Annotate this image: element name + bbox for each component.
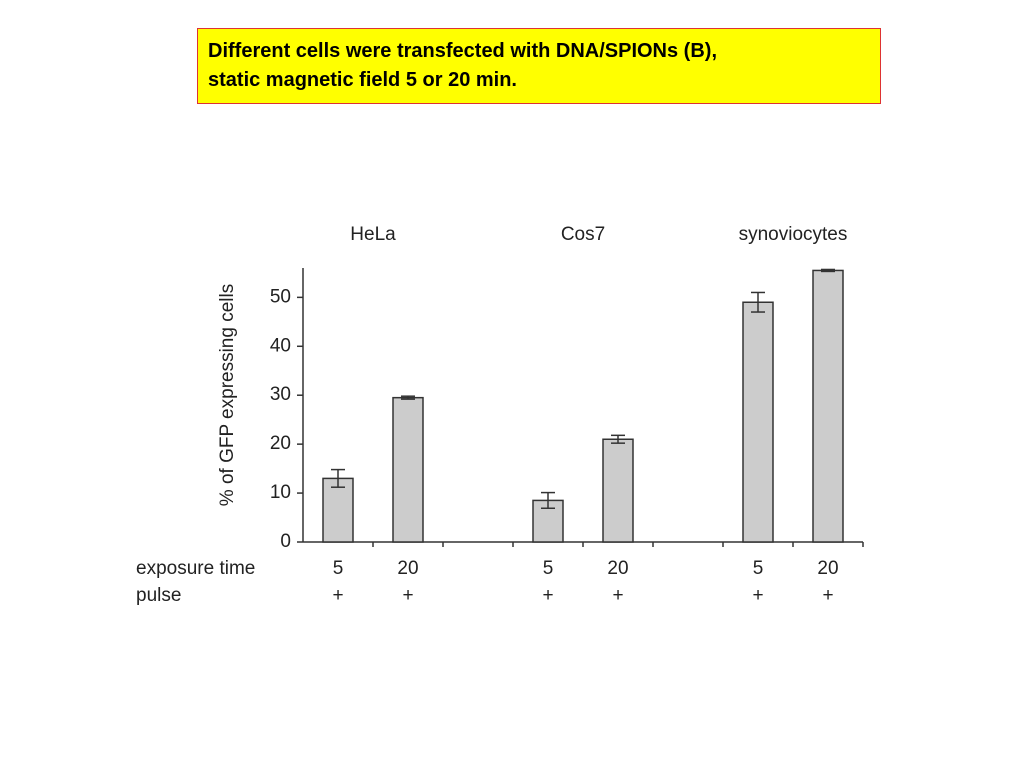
x-tick-label: 5 bbox=[333, 558, 344, 579]
error-bar bbox=[821, 268, 835, 273]
title-line: Different cells were transfected with DN… bbox=[208, 40, 718, 62]
slide-title: Different cells were transfected with DN… bbox=[197, 28, 881, 104]
x-tick-label: 5 bbox=[753, 558, 764, 579]
error-bar bbox=[401, 395, 415, 400]
x-tick-label: 20 bbox=[397, 558, 418, 579]
error-bar bbox=[541, 491, 555, 509]
error-bar bbox=[751, 291, 765, 313]
bar bbox=[322, 477, 354, 543]
row-label: pulse bbox=[136, 585, 181, 606]
pulse-label: + bbox=[612, 585, 623, 606]
y-tick-label: 20 bbox=[270, 433, 291, 454]
x-tick-label: 20 bbox=[607, 558, 628, 579]
y-tick-label: 40 bbox=[270, 335, 291, 356]
pulse-label: + bbox=[332, 585, 343, 606]
y-tick-label: 10 bbox=[270, 482, 291, 503]
error-bar bbox=[331, 468, 345, 488]
y-tick-label: 30 bbox=[270, 384, 291, 405]
group-label: HeLa bbox=[350, 224, 396, 245]
row-label: exposure time bbox=[136, 558, 255, 579]
title-line: static magnetic field 5 or 20 min. bbox=[208, 69, 517, 91]
y-axis-label: % of GFP expressing cells bbox=[217, 284, 238, 506]
bar bbox=[812, 269, 844, 543]
pulse-label: + bbox=[402, 585, 413, 606]
bar bbox=[602, 438, 634, 543]
y-tick-label: 0 bbox=[280, 531, 291, 552]
pulse-label: + bbox=[822, 585, 833, 606]
bar bbox=[392, 396, 424, 543]
x-tick-label: 5 bbox=[543, 558, 554, 579]
pulse-label: + bbox=[542, 585, 553, 606]
bar bbox=[742, 301, 774, 543]
group-label: synoviocytes bbox=[739, 224, 848, 245]
group-label: Cos7 bbox=[561, 224, 605, 245]
y-tick-label: 50 bbox=[270, 286, 291, 307]
x-tick-label: 20 bbox=[817, 558, 838, 579]
error-bar bbox=[611, 434, 625, 444]
pulse-label: + bbox=[752, 585, 763, 606]
